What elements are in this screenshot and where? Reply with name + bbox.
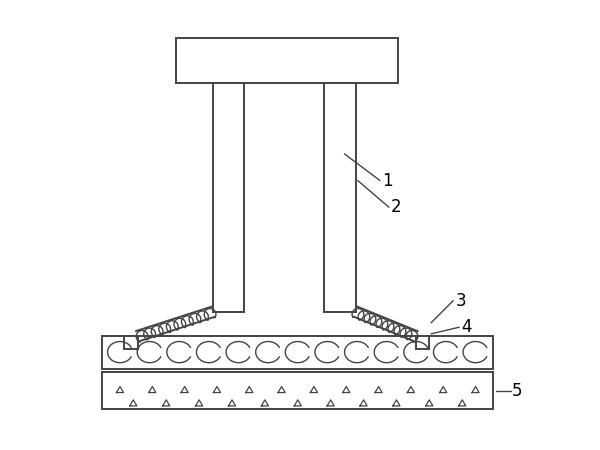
Bar (176, 38, 398, 83)
Bar (416, 336, 429, 350)
Text: 1: 1 (382, 171, 393, 189)
Text: 4: 4 (461, 318, 472, 336)
Bar (102, 372, 493, 410)
Bar (325, 83, 356, 312)
Text: 2: 2 (391, 198, 402, 216)
Bar (102, 336, 493, 369)
Text: 5: 5 (512, 382, 523, 400)
Bar (214, 83, 244, 312)
Bar (124, 336, 138, 350)
Text: 3: 3 (455, 292, 466, 310)
